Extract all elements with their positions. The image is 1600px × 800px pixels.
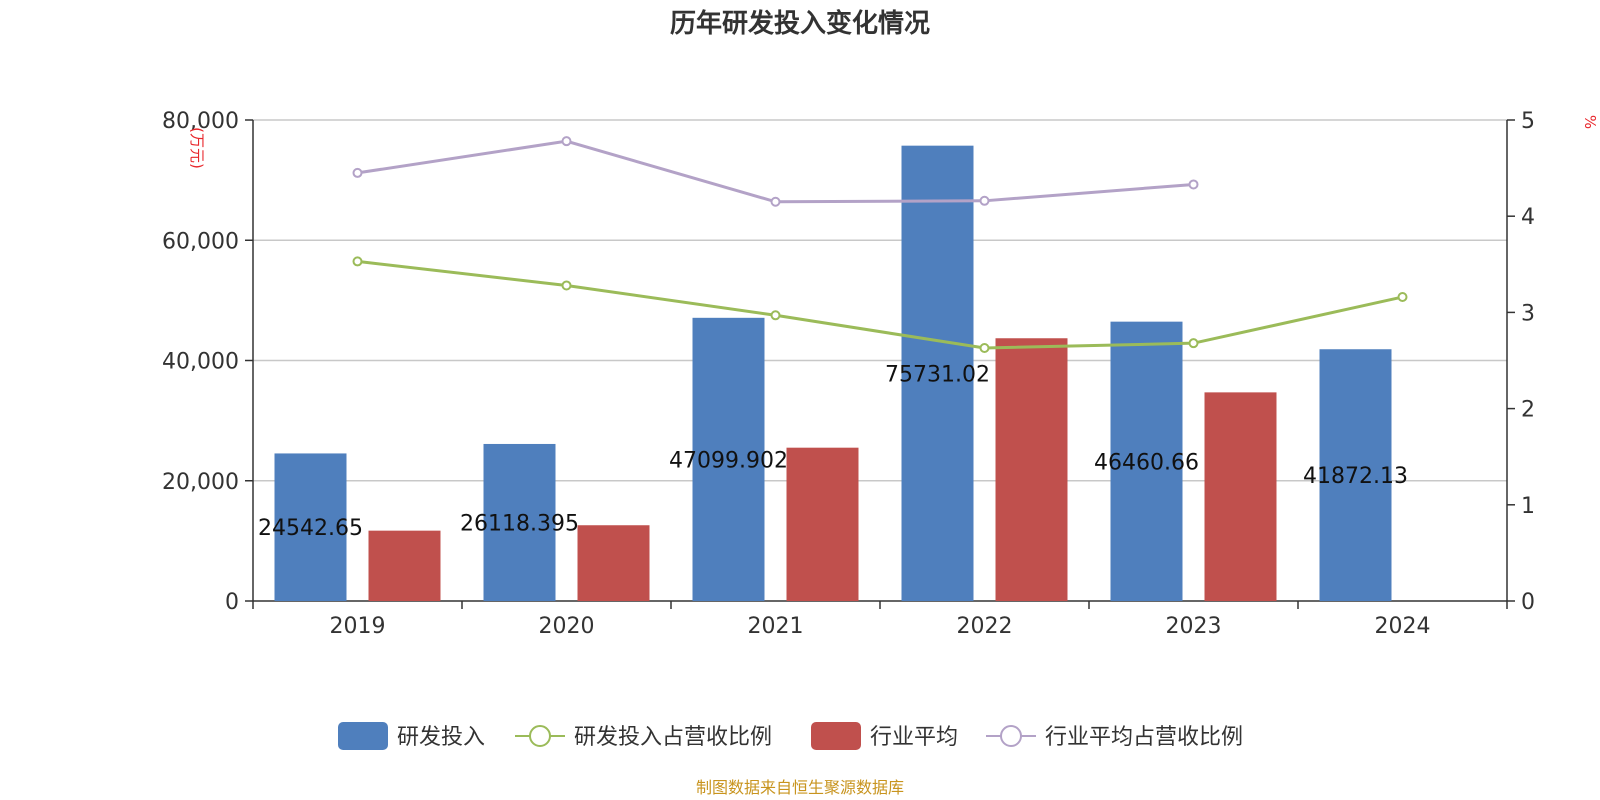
line-point [1188,179,1199,190]
x-tick-label: 2022 [957,614,1013,639]
legend-label-industry-avg: 行业平均 [870,725,958,750]
legend-item-rd-ratio[interactable]: 研发投入占营收比例 [515,725,772,750]
bar [274,453,347,601]
chart-title: 历年研发投入变化情况 [670,8,930,39]
legend-label-rd-investment: 研发投入 [397,725,485,750]
left-tick-label: 40,000 [162,350,239,375]
bar [1204,392,1277,601]
data-label: 46460.66 [1094,450,1199,475]
bars [274,145,1392,601]
legend-label-rd-ratio: 研发投入占营收比例 [574,725,772,750]
right-tick-label: 0 [1521,590,1535,615]
line-point [979,342,990,353]
bar [483,443,556,601]
right-tick-label: 3 [1521,301,1535,326]
legend-item-industry-ratio[interactable]: 行业平均占营收比例 [986,725,1243,750]
data-label: 26118.395 [460,511,579,536]
line-point [1397,292,1408,303]
legend-item-rd-investment[interactable]: 研发投入 [338,722,485,750]
series-line [357,259,1403,350]
data-label: 24542.65 [258,516,363,541]
legend-label-industry-ratio: 行业平均占营收比例 [1045,725,1243,750]
line-point [1188,338,1199,349]
data-labels: 24542.65 26118.395 47099.902 75731.02 46460.… [258,362,1408,541]
line-point [561,280,572,291]
bar [368,530,441,601]
line-point [352,167,363,178]
left-tick-label: 60,000 [162,229,239,254]
x-tick-label: 2019 [330,614,386,639]
line-point [979,195,990,206]
right-tick-label: 5 [1521,109,1535,134]
x-tick-label: 2024 [1375,614,1431,639]
right-tick-label: 1 [1521,494,1535,519]
x-tick-label: 2023 [1166,614,1222,639]
series-line [357,139,1194,204]
left-tick-label: 20,000 [162,470,239,495]
left-tick-label: 0 [225,590,239,615]
bar [1319,349,1392,601]
legend-swatch-industry-avg [811,722,861,750]
x-tick-label: 2020 [539,614,595,639]
bar [995,338,1068,601]
grid-lines [253,119,1507,482]
line-point [770,196,781,207]
line-point [561,136,572,147]
left-axis-unit: (万元) [188,127,206,169]
legend-swatch-rd-investment [338,722,388,750]
left-y-axis: 0 20,000 40,000 60,000 80,000 [162,109,254,615]
right-y-axis: 0 1 2 3 4 5 [1506,109,1535,615]
legend-marker-rd-ratio [529,725,551,747]
bar [577,525,650,601]
right-axis-unit: % [1581,115,1599,129]
legend-item-industry-avg[interactable]: 行业平均 [811,722,958,750]
right-tick-label: 4 [1521,205,1535,230]
x-axis: 2019 2020 2021 2022 2023 2024 [252,600,1508,639]
legend-marker-industry-ratio [1000,725,1022,747]
data-label: 47099.902 [669,448,788,473]
x-tick-label: 2021 [748,614,804,639]
line-point [770,310,781,321]
legend: 研发投入 研发投入占营收比例 行业平均 行业平均占营收比例 [338,722,1243,750]
data-source: 制图数据来自恒生聚源数据库 [696,778,904,797]
right-tick-label: 2 [1521,398,1535,423]
left-tick-label: 80,000 [162,109,239,134]
bar [786,447,859,601]
line-point [352,256,363,267]
bar [901,145,974,601]
bar [1110,321,1183,601]
bar [692,317,765,601]
lines [352,136,1408,353]
data-label: 75731.02 [885,362,990,387]
data-label: 41872.13 [1303,464,1408,489]
